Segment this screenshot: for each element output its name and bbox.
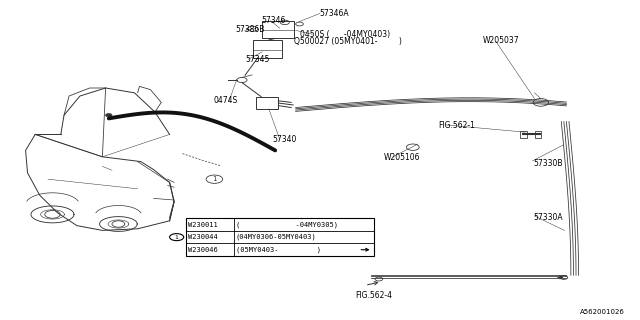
Text: A562001026: A562001026 bbox=[580, 309, 625, 315]
Circle shape bbox=[170, 234, 184, 241]
Text: W205106: W205106 bbox=[384, 153, 420, 162]
Text: W230044: W230044 bbox=[188, 234, 217, 240]
Text: 0474S: 0474S bbox=[213, 96, 237, 105]
Text: W230011: W230011 bbox=[188, 221, 217, 228]
Bar bbox=[520, 131, 527, 138]
Bar bbox=[253, 40, 282, 58]
Text: Q500027 (05MY0401-         ): Q500027 (05MY0401- ) bbox=[294, 37, 403, 46]
Bar bbox=[186, 218, 374, 256]
Text: 0450S (      -04MY0403): 0450S ( -04MY0403) bbox=[300, 30, 390, 39]
Text: W230046: W230046 bbox=[188, 247, 217, 253]
Text: FIG.562-4: FIG.562-4 bbox=[355, 291, 392, 300]
Text: 57346A: 57346A bbox=[319, 9, 349, 18]
Bar bbox=[262, 21, 294, 38]
Text: 1: 1 bbox=[175, 235, 179, 240]
Bar bbox=[535, 131, 541, 138]
Text: (04MY0306-05MY0403): (04MY0306-05MY0403) bbox=[236, 234, 316, 240]
Text: 57330A: 57330A bbox=[533, 213, 563, 222]
Text: 57345: 57345 bbox=[246, 55, 270, 64]
Circle shape bbox=[206, 175, 223, 183]
Text: 1: 1 bbox=[212, 176, 216, 182]
Bar bbox=[256, 97, 278, 109]
Text: (             -04MY0305): ( -04MY0305) bbox=[236, 221, 337, 228]
Text: 57340: 57340 bbox=[272, 135, 296, 144]
Text: W205037: W205037 bbox=[483, 36, 520, 45]
Text: 57346: 57346 bbox=[261, 16, 285, 25]
Circle shape bbox=[106, 114, 112, 117]
Text: 57386B: 57386B bbox=[235, 25, 264, 34]
Text: (05MY0403-         ): (05MY0403- ) bbox=[236, 246, 321, 253]
Text: 57330B: 57330B bbox=[533, 159, 563, 168]
Text: FIG.562-1: FIG.562-1 bbox=[438, 121, 476, 130]
